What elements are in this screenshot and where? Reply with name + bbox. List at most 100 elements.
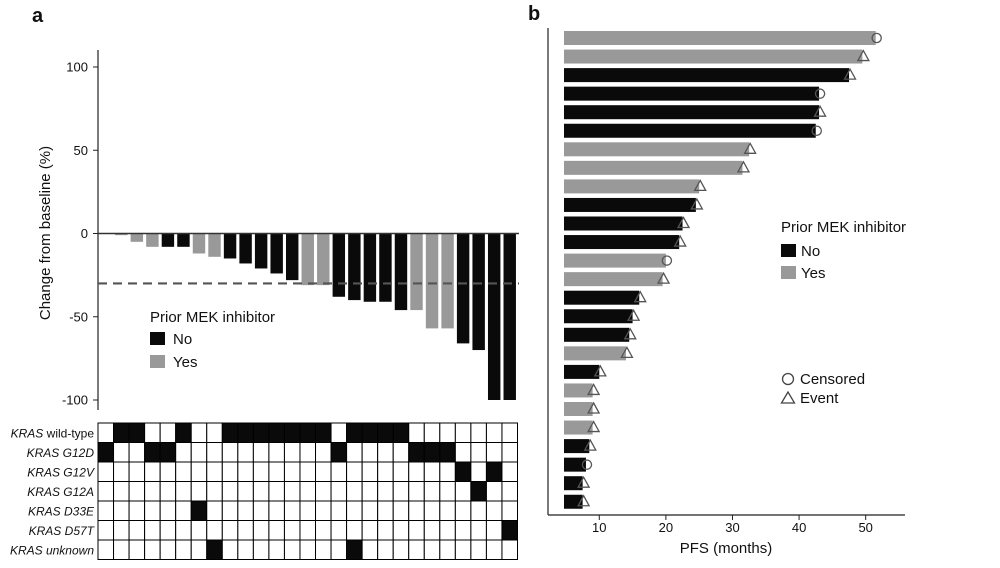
- waterfall-bar: [285, 233, 299, 281]
- grid-cell: [439, 539, 456, 560]
- swimmer-chart: 10 20 30 40 50 PFS (months) Prior MEK inhibi…: [547, 28, 906, 557]
- grid-cell: [268, 461, 285, 482]
- grid-cell: [470, 500, 487, 521]
- row-label-prefix: KRAS: [29, 524, 62, 538]
- swimmer-bar: [564, 439, 590, 454]
- grid-cell: [423, 422, 441, 443]
- grid-cell: [485, 520, 503, 541]
- grid-cell: [470, 461, 487, 482]
- grid-cell: [346, 442, 363, 463]
- waterfall-bar: [130, 233, 144, 242]
- grid-cell: [299, 520, 317, 541]
- grid-cell: [97, 442, 115, 463]
- grid-cell: [283, 442, 301, 463]
- grid-cell: [268, 500, 285, 521]
- legend-a: Prior MEK inhibitor No Yes: [150, 309, 275, 371]
- row-label-suffix: wild-type: [43, 426, 94, 440]
- swimmer-bar: [564, 346, 626, 361]
- legend-a-title: Prior MEK inhibitor: [150, 309, 275, 326]
- grid-cell: [361, 461, 379, 482]
- grid-cell: [190, 520, 208, 541]
- swimmer-bar: [564, 327, 630, 342]
- grid-cell: [97, 461, 115, 482]
- grid-cell: [330, 442, 348, 463]
- legend-a-label-yes: Yes: [173, 354, 197, 371]
- grid-cell: [315, 422, 332, 443]
- grid-cell: [423, 481, 441, 502]
- grid-cell: [237, 500, 254, 521]
- grid-cell: [315, 500, 332, 521]
- grid-cell: [175, 461, 192, 482]
- grid-cell: [423, 442, 441, 463]
- grid-cell: [113, 520, 130, 541]
- legend-event-label: Event: [800, 390, 839, 407]
- grid-cell: [361, 481, 379, 502]
- grid-cell: [190, 481, 208, 502]
- swimmer-bar: [564, 364, 600, 379]
- event-marker: [593, 364, 607, 377]
- event-marker: [843, 67, 857, 80]
- swimmer-markers: [577, 32, 882, 507]
- grid-cell: [454, 520, 472, 541]
- panel-label-b: b: [528, 3, 540, 25]
- y-tick-label: -100: [62, 393, 88, 408]
- grid-cell: [408, 422, 425, 443]
- grid-cell: [454, 539, 472, 560]
- row-label-suffix: G12A: [60, 485, 94, 499]
- x-ticks: 10 20 30 40 50: [592, 515, 873, 535]
- swimmer-bar: [564, 309, 633, 324]
- grid-cell: [470, 539, 487, 560]
- grid-cell: [361, 500, 379, 521]
- grid-cell: [144, 481, 161, 502]
- x-axis-title: PFS (months): [680, 540, 773, 557]
- grid-cell: [470, 520, 487, 541]
- grid-cell: [454, 442, 472, 463]
- waterfall-bar: [456, 233, 470, 344]
- grid-cell: [252, 481, 270, 502]
- grid-cell: [315, 539, 332, 560]
- waterfall-bar: [363, 233, 377, 302]
- swimmer-bar: [564, 142, 750, 157]
- event-marker: [743, 141, 757, 154]
- grid-cell: [377, 461, 394, 482]
- grid-cell: [361, 539, 379, 560]
- grid-cell: [237, 520, 254, 541]
- grid-cell: [237, 461, 254, 482]
- grid-cell: [346, 461, 363, 482]
- grid-cell: [485, 539, 503, 560]
- grid-cell: [128, 461, 146, 482]
- grid-cell: [439, 481, 456, 502]
- waterfall-bar: [441, 233, 454, 329]
- grid-cell: [237, 422, 254, 443]
- event-marker: [577, 494, 591, 507]
- grid-cell: [144, 520, 161, 541]
- grid-cell: [206, 520, 223, 541]
- event-marker: [673, 234, 687, 247]
- waterfall-bar: [254, 233, 268, 269]
- grid-cell: [221, 461, 239, 482]
- waterfall-bar: [472, 233, 485, 351]
- grid-cell: [330, 520, 348, 541]
- grid-cell: [283, 500, 301, 521]
- grid-cell: [377, 520, 394, 541]
- waterfall-bar: [332, 233, 346, 297]
- swimmer-bar: [564, 420, 593, 435]
- swimmer-bar: [564, 402, 593, 416]
- grid-cell: [439, 422, 456, 443]
- grid-cell: [206, 422, 223, 443]
- grid-cell: [454, 481, 472, 502]
- censored-marker: [811, 125, 822, 137]
- grid-cell: [470, 442, 487, 463]
- waterfall-bar: [208, 233, 221, 257]
- grid-cell: [221, 520, 239, 541]
- kras-row-label: KRAS unknown: [10, 543, 94, 557]
- waterfall-bar: [317, 233, 330, 286]
- x-tick-label: 50: [858, 520, 872, 535]
- grid-cell: [128, 500, 146, 521]
- event-marker: [813, 104, 827, 117]
- grid-cell: [423, 539, 441, 560]
- legend-b: Prior MEK inhibitor No Yes Censored Even…: [780, 219, 906, 407]
- grid-cell: [128, 481, 146, 502]
- grid-cell: [377, 539, 394, 560]
